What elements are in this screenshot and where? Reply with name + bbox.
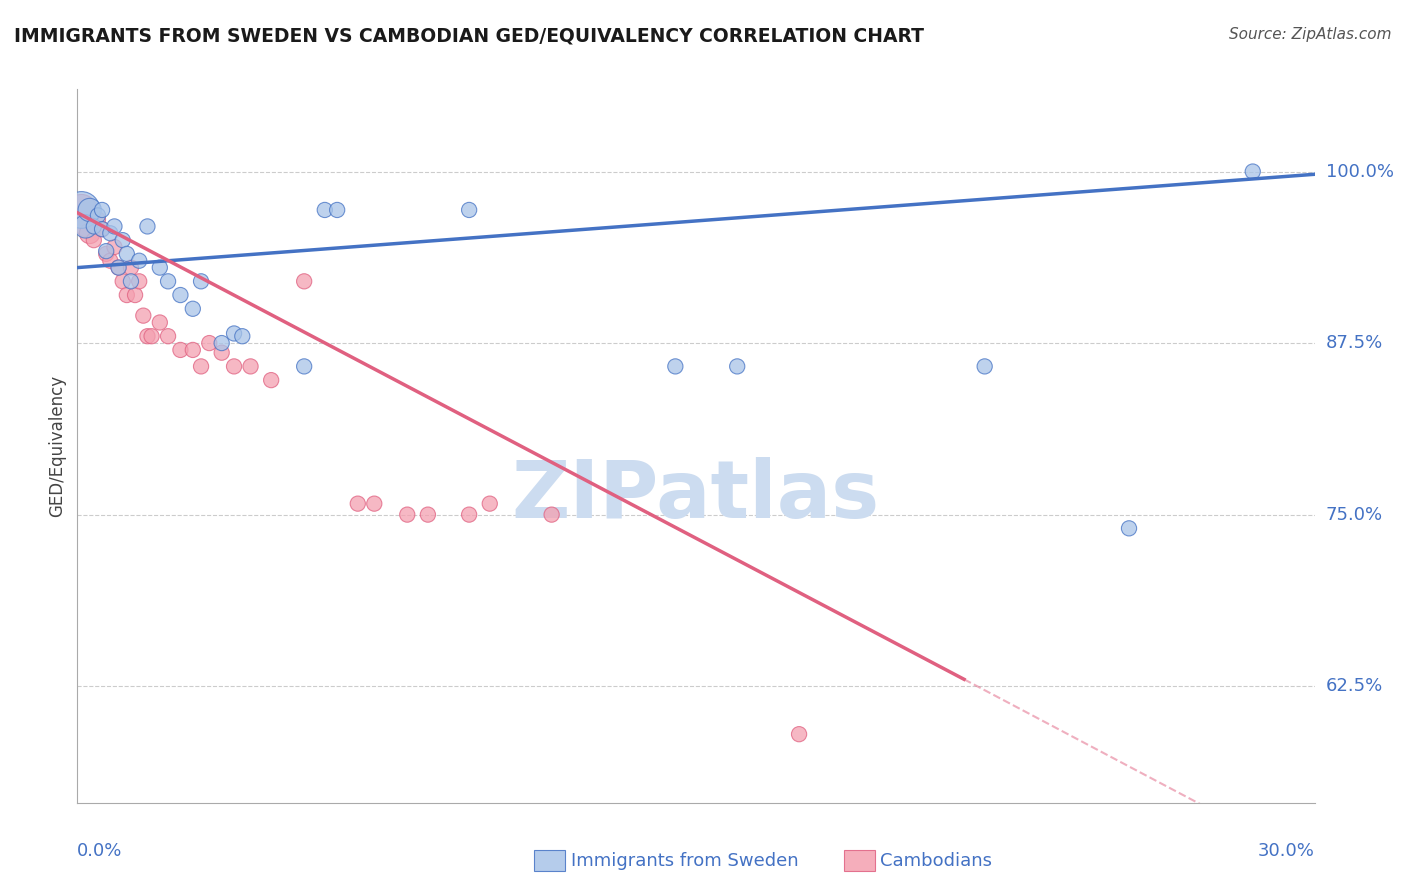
Point [292, 274, 315, 288]
Point [98, 253, 121, 268]
Text: 75.0%: 75.0% [1326, 506, 1384, 524]
Point [314, 202, 336, 217]
Point [458, 202, 481, 217]
Point [91, 222, 114, 236]
Point [115, 247, 138, 261]
Text: Immigrants from Sweden: Immigrants from Sweden [571, 852, 799, 870]
Point [1241, 164, 1264, 178]
Point [98, 227, 121, 241]
Point [231, 329, 253, 343]
Point [416, 508, 439, 522]
Point [169, 343, 191, 357]
Point [107, 260, 129, 275]
Point [91, 222, 114, 236]
Point [222, 359, 245, 374]
Point [87, 212, 110, 227]
Point [190, 359, 212, 374]
Text: 0.0%: 0.0% [77, 842, 122, 860]
Point [973, 359, 995, 374]
Point [87, 209, 110, 223]
Point [181, 301, 204, 316]
Point [103, 240, 125, 254]
Point [96, 244, 118, 259]
Point [75, 219, 97, 234]
Point [149, 316, 172, 330]
Point [346, 497, 368, 511]
Point [120, 274, 142, 288]
Y-axis label: GED/Equivalency: GED/Equivalency [48, 375, 66, 517]
Text: Source: ZipAtlas.com: Source: ZipAtlas.com [1229, 27, 1392, 42]
Point [115, 288, 138, 302]
Point [128, 274, 150, 288]
Point [70, 202, 93, 217]
Point [211, 345, 233, 359]
Point [124, 288, 146, 302]
Point [198, 336, 221, 351]
Point [120, 260, 142, 275]
Point [458, 508, 481, 522]
Point [136, 329, 159, 343]
Text: Cambodians: Cambodians [880, 852, 993, 870]
Point [83, 233, 105, 247]
Point [96, 247, 118, 261]
Point [292, 359, 315, 374]
Point [75, 219, 97, 234]
Text: 100.0%: 100.0% [1326, 162, 1393, 180]
Text: 87.5%: 87.5% [1326, 334, 1384, 352]
Point [70, 202, 93, 217]
Point [181, 343, 204, 357]
Point [91, 202, 114, 217]
Point [83, 219, 105, 234]
Text: 30.0%: 30.0% [1258, 842, 1315, 860]
Point [111, 233, 134, 247]
Point [190, 274, 212, 288]
Point [111, 274, 134, 288]
Point [664, 359, 686, 374]
Point [136, 219, 159, 234]
Point [540, 508, 562, 522]
Point [79, 202, 101, 217]
Point [363, 497, 385, 511]
Point [107, 260, 129, 275]
Text: IMMIGRANTS FROM SWEDEN VS CAMBODIAN GED/EQUIVALENCY CORRELATION CHART: IMMIGRANTS FROM SWEDEN VS CAMBODIAN GED/… [14, 27, 924, 45]
Point [157, 329, 180, 343]
Point [326, 202, 349, 217]
Point [1118, 521, 1140, 535]
Point [141, 329, 163, 343]
Point [222, 326, 245, 341]
Point [239, 359, 262, 374]
Point [79, 227, 101, 241]
Point [103, 219, 125, 234]
Text: 62.5%: 62.5% [1326, 677, 1384, 695]
Point [396, 508, 419, 522]
Point [211, 336, 233, 351]
Point [787, 727, 810, 741]
Point [169, 288, 191, 302]
Point [260, 373, 283, 387]
Point [478, 497, 501, 511]
Point [128, 253, 150, 268]
Point [157, 274, 180, 288]
Point [725, 359, 748, 374]
Text: ZIPatlas: ZIPatlas [512, 457, 880, 535]
Point [149, 260, 172, 275]
Point [132, 309, 155, 323]
